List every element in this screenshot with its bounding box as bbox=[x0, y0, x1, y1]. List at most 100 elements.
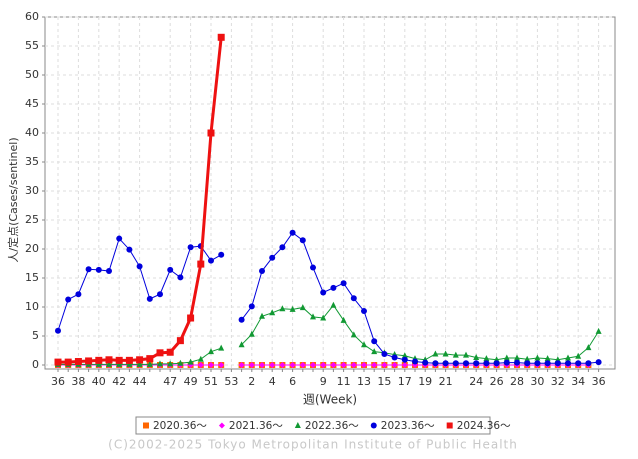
x-tick-label: 36 bbox=[592, 375, 606, 388]
y-tick-label: 35 bbox=[25, 155, 39, 168]
point bbox=[350, 331, 357, 338]
x-tick-label: 30 bbox=[530, 375, 544, 388]
point bbox=[514, 354, 520, 361]
point bbox=[157, 291, 163, 298]
point bbox=[361, 362, 367, 368]
point bbox=[503, 354, 510, 361]
point bbox=[269, 309, 276, 316]
point bbox=[401, 352, 408, 359]
point bbox=[157, 360, 163, 367]
point bbox=[269, 254, 276, 261]
x-tick-label: 34 bbox=[571, 375, 585, 388]
point bbox=[493, 360, 500, 367]
point bbox=[452, 351, 459, 358]
x-tick-label: 9 bbox=[320, 375, 327, 388]
point bbox=[483, 360, 490, 367]
legend-label: 2021.36～ bbox=[229, 420, 283, 432]
point bbox=[146, 295, 153, 302]
point bbox=[248, 330, 255, 337]
point bbox=[473, 353, 480, 360]
point bbox=[74, 358, 82, 366]
x-tick-label: 21 bbox=[439, 375, 453, 388]
point bbox=[187, 244, 194, 251]
x-tick-label: 28 bbox=[510, 375, 524, 388]
point bbox=[197, 362, 204, 368]
x-tick-label: 2 bbox=[248, 375, 255, 388]
point bbox=[167, 266, 174, 273]
point bbox=[310, 264, 316, 271]
point bbox=[54, 358, 62, 366]
point bbox=[289, 362, 296, 368]
point bbox=[524, 355, 531, 362]
point bbox=[64, 358, 72, 366]
point bbox=[208, 348, 214, 355]
y-tick-label: 5 bbox=[32, 329, 39, 342]
footer: (C)2002-2025 Tokyo Metropolitan Institut… bbox=[108, 438, 518, 452]
point bbox=[238, 341, 245, 348]
point bbox=[514, 359, 520, 366]
point bbox=[217, 33, 225, 41]
point bbox=[106, 268, 112, 275]
point bbox=[340, 280, 347, 287]
x-tick-label: 38 bbox=[71, 375, 85, 388]
legend-label: 2024.36～ bbox=[457, 420, 511, 432]
point bbox=[361, 341, 367, 348]
point bbox=[248, 303, 255, 310]
point bbox=[176, 337, 184, 345]
point bbox=[554, 360, 561, 367]
x-tick-label: 24 bbox=[469, 375, 483, 388]
point bbox=[330, 301, 337, 308]
point bbox=[75, 291, 82, 298]
point bbox=[401, 356, 408, 363]
point bbox=[371, 362, 378, 368]
point bbox=[167, 360, 174, 367]
point bbox=[391, 354, 398, 361]
y-tick-label: 20 bbox=[25, 242, 39, 255]
legend-label: 2020.36～ bbox=[153, 420, 207, 432]
point bbox=[177, 274, 184, 281]
point bbox=[136, 360, 143, 367]
point bbox=[483, 355, 490, 362]
y-tick-label: 10 bbox=[25, 300, 39, 313]
point bbox=[218, 362, 225, 368]
y-tick-label: 45 bbox=[25, 97, 39, 110]
x-tick-label: 47 bbox=[163, 375, 177, 388]
point bbox=[105, 356, 113, 364]
x-tick-label: 4 bbox=[269, 375, 276, 388]
point bbox=[85, 357, 93, 365]
point bbox=[534, 354, 541, 361]
point bbox=[166, 348, 174, 356]
y-tick-label: 50 bbox=[25, 68, 39, 81]
point bbox=[289, 229, 296, 236]
point bbox=[595, 359, 602, 366]
point bbox=[85, 266, 92, 273]
point bbox=[156, 349, 164, 357]
x-tick-label: 6 bbox=[289, 375, 296, 388]
point bbox=[299, 304, 306, 311]
point bbox=[473, 360, 480, 367]
point bbox=[463, 351, 469, 358]
point bbox=[432, 350, 439, 357]
point bbox=[238, 316, 245, 323]
point bbox=[503, 359, 510, 366]
point bbox=[126, 360, 133, 367]
x-tick-label: 44 bbox=[133, 375, 147, 388]
point bbox=[259, 268, 265, 275]
y-tick-label: 30 bbox=[25, 184, 39, 197]
point bbox=[534, 360, 541, 367]
x-tick-label: 51 bbox=[204, 375, 218, 388]
y-tick-label: 60 bbox=[25, 10, 39, 23]
point bbox=[299, 362, 306, 368]
point bbox=[381, 350, 388, 357]
x-tick-label: 40 bbox=[92, 375, 106, 388]
point bbox=[218, 344, 225, 351]
legend-box bbox=[135, 416, 491, 435]
point bbox=[95, 360, 102, 367]
point bbox=[187, 358, 194, 365]
point bbox=[371, 348, 378, 355]
point bbox=[136, 263, 143, 270]
point bbox=[350, 362, 357, 368]
point bbox=[95, 266, 102, 273]
legend-marker bbox=[218, 422, 225, 429]
point bbox=[207, 129, 215, 137]
